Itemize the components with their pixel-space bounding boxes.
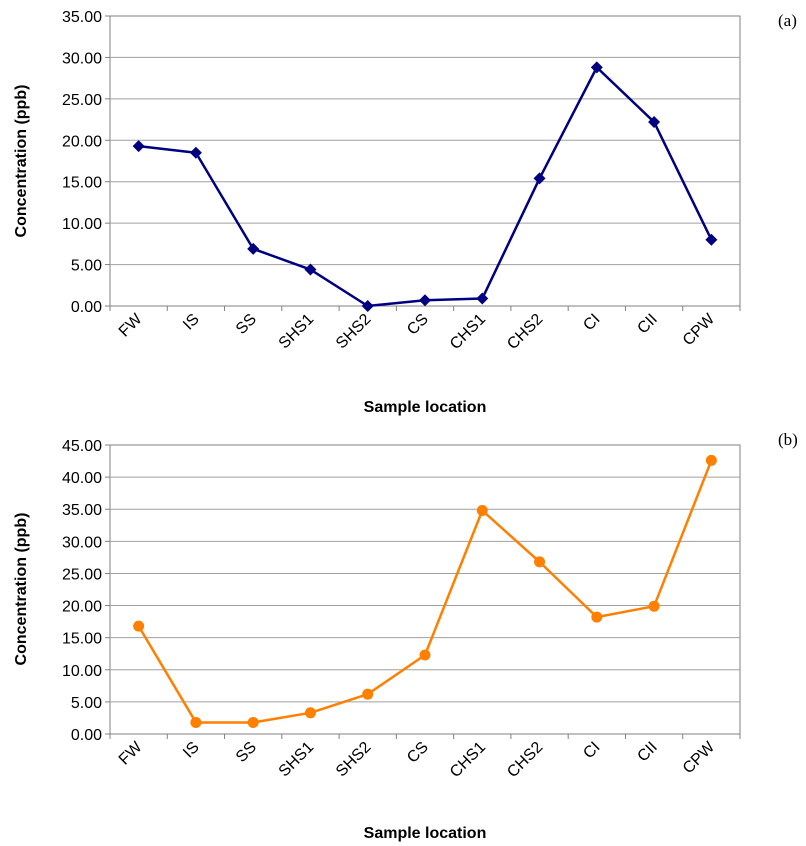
- y-tick-label: 45.00: [62, 438, 102, 455]
- data-point: [304, 707, 316, 719]
- y-tick-label: 5.00: [71, 258, 102, 275]
- y-tick-label: 40.00: [62, 470, 102, 487]
- y-tick-label: 10.00: [62, 216, 102, 233]
- y-tick-label: 15.00: [62, 631, 102, 648]
- x-tick-label: SHS1: [276, 739, 318, 781]
- y-tick-label: 35.00: [62, 502, 102, 519]
- y-tick-label: 20.00: [62, 599, 102, 616]
- plot-area: [109, 15, 741, 307]
- y-axis-title: Concentration (ppb): [13, 85, 30, 238]
- data-series: [132, 61, 718, 312]
- x-tick-label: CII: [634, 311, 660, 337]
- x-tick-label: CHS2: [504, 739, 546, 781]
- x-tick-label: IS: [180, 739, 203, 762]
- x-tick-label: CPW: [680, 310, 719, 349]
- data-point: [304, 263, 317, 276]
- x-axis-title: Sample location: [364, 399, 487, 416]
- data-point: [590, 61, 603, 74]
- data-point: [648, 116, 661, 129]
- x-tick-label: SHS2: [333, 311, 375, 353]
- data-point: [476, 505, 488, 517]
- y-tick-label: 0.00: [71, 727, 102, 744]
- y-axis-ticks: 0.00 5.00 10.00 15.00 20.00 25.00 30.00 35.00 40…: [62, 438, 110, 744]
- panel-label: (b): [778, 430, 798, 449]
- x-tick-label: CI: [580, 739, 603, 762]
- x-tick-label: CHS1: [447, 311, 489, 353]
- y-tick-label: 10.00: [62, 663, 102, 680]
- data-point: [362, 688, 374, 700]
- data-point: [132, 140, 145, 153]
- y-tick-label: 35.00: [62, 9, 102, 26]
- x-tick-label: FW: [116, 310, 146, 340]
- y-tick-label: 20.00: [62, 133, 102, 150]
- x-tick-label: CI: [580, 311, 603, 334]
- y-axis-title: Concentration (ppb): [13, 513, 30, 666]
- x-tick-label: CS: [404, 739, 432, 767]
- data-point: [705, 233, 718, 246]
- data-point: [476, 292, 489, 305]
- x-tick-label: CHS1: [447, 739, 489, 781]
- data-point: [189, 146, 202, 159]
- x-tick-label: IS: [180, 311, 203, 334]
- gridlines: [110, 56, 740, 266]
- data-point: [190, 716, 202, 728]
- panel-label: (a): [778, 11, 797, 30]
- x-tick-label: CPW: [680, 738, 719, 777]
- x-axis-ticks: FW IS SS SHS1 SHS2 CS CHS1 CHS2 CI CII CPW: [109, 734, 741, 781]
- x-tick-label: SS: [233, 311, 260, 338]
- data-point: [361, 300, 374, 312]
- chart-panel-a: 0.00 5.00 10.00 15.00 20.00 25.00 30.00 35.00 F…: [13, 9, 797, 416]
- x-tick-label: FW: [116, 738, 146, 768]
- data-point: [247, 242, 260, 255]
- x-tick-label: CII: [634, 739, 660, 765]
- plot-area: [109, 444, 741, 735]
- data-point: [591, 611, 603, 623]
- y-tick-label: 15.00: [62, 175, 102, 192]
- x-tick-label: SHS1: [276, 311, 318, 353]
- data-point: [247, 716, 259, 728]
- data-point: [419, 294, 431, 307]
- data-point: [534, 556, 546, 568]
- data-point: [533, 172, 546, 185]
- x-tick-label: CHS2: [504, 311, 546, 353]
- data-point: [133, 620, 145, 632]
- x-axis-title: Sample location: [364, 825, 487, 842]
- gridlines: [110, 476, 740, 703]
- y-tick-label: 25.00: [62, 566, 102, 583]
- y-tick-label: 30.00: [62, 50, 102, 67]
- data-series: [133, 454, 717, 728]
- y-tick-label: 30.00: [62, 534, 102, 551]
- x-tick-label: SS: [233, 739, 260, 766]
- x-axis-ticks: FW IS SS SHS1 SHS2 CS CHS1 CHS2 CI CII CPW: [109, 306, 741, 353]
- chart-panel-b: 0.00 5.00 10.00 15.00 20.00 25.00 30.00 35.00 40…: [13, 430, 798, 842]
- y-tick-label: 25.00: [62, 92, 102, 109]
- y-tick-label: 5.00: [71, 695, 102, 712]
- data-point: [419, 649, 431, 661]
- y-axis-ticks: 0.00 5.00 10.00 15.00 20.00 25.00 30.00 35.00: [62, 9, 110, 316]
- x-tick-label: SHS2: [333, 739, 375, 781]
- data-point: [705, 454, 717, 466]
- y-tick-label: 0.00: [71, 299, 102, 316]
- data-point: [648, 600, 660, 612]
- x-tick-label: CS: [404, 311, 432, 339]
